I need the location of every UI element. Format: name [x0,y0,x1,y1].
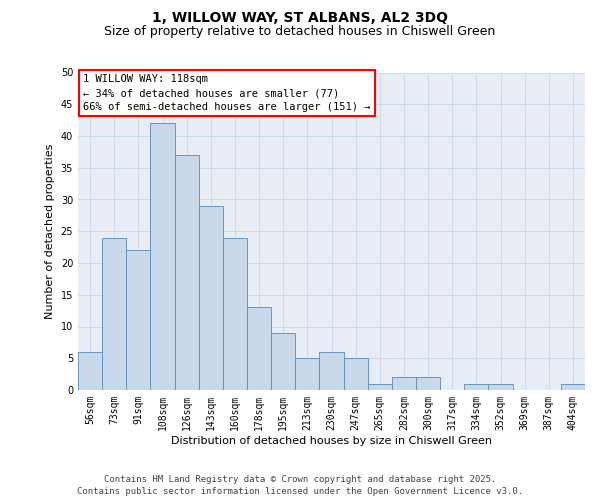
Bar [464,384,488,390]
Bar [488,384,512,390]
Y-axis label: Number of detached properties: Number of detached properties [45,144,55,319]
Bar [368,384,392,390]
Bar [295,358,319,390]
Bar [126,250,151,390]
Text: 1 WILLOW WAY: 118sqm
← 34% of detached houses are smaller (77)
66% of semi-detac: 1 WILLOW WAY: 118sqm ← 34% of detached h… [83,74,371,112]
Bar [199,206,223,390]
Bar [247,308,271,390]
Bar [416,378,440,390]
Bar [319,352,344,390]
X-axis label: Distribution of detached houses by size in Chiswell Green: Distribution of detached houses by size … [171,436,492,446]
Bar [151,124,175,390]
Bar [102,238,126,390]
Text: 1, WILLOW WAY, ST ALBANS, AL2 3DQ: 1, WILLOW WAY, ST ALBANS, AL2 3DQ [152,11,448,25]
Bar [175,155,199,390]
Bar [392,378,416,390]
Bar [561,384,585,390]
Bar [271,333,295,390]
Bar [78,352,102,390]
Text: Contains HM Land Registry data © Crown copyright and database right 2025.
Contai: Contains HM Land Registry data © Crown c… [77,475,523,496]
Text: Size of property relative to detached houses in Chiswell Green: Size of property relative to detached ho… [104,25,496,38]
Bar [223,238,247,390]
Bar [344,358,368,390]
